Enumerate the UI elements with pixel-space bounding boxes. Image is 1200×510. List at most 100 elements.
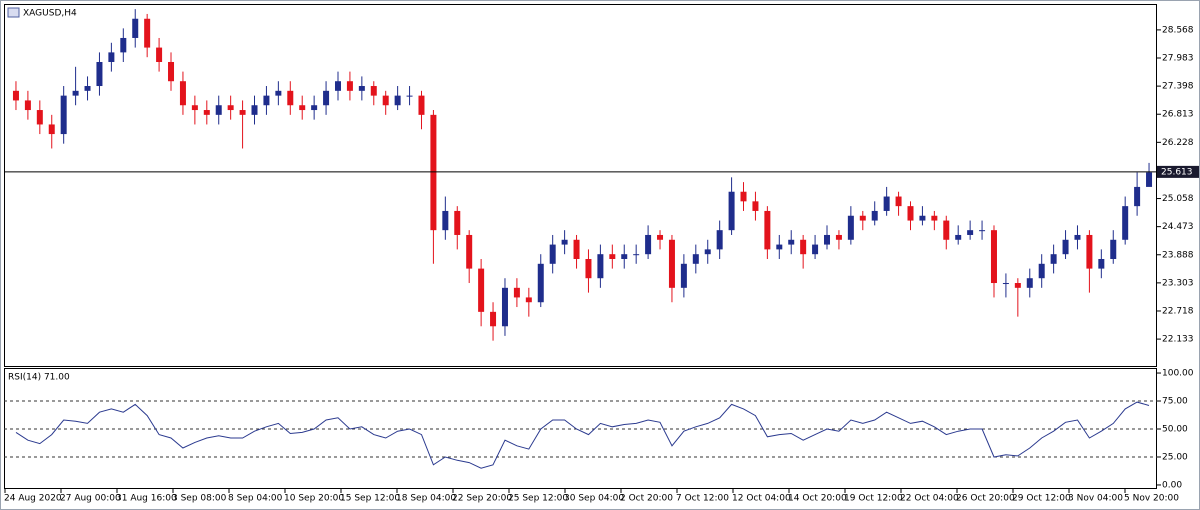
candle-body — [12, 90, 19, 101]
candle-body — [454, 210, 461, 235]
candle-body — [728, 191, 735, 231]
candle-body — [740, 191, 747, 202]
candle-body — [478, 268, 485, 312]
y-tick-label: 22.718 — [1162, 306, 1194, 316]
candle-body — [263, 95, 270, 106]
x-tick-label: 7 Oct 12:00 — [676, 494, 729, 504]
candle-body — [144, 18, 151, 48]
candle-body — [883, 196, 890, 211]
rsi-tick-label: 0.00 — [1162, 480, 1182, 490]
current-price-label: 25.613 — [1161, 167, 1193, 177]
candle-body — [967, 230, 974, 235]
candle-body — [633, 254, 640, 256]
y-tick-label: 26.228 — [1162, 138, 1194, 148]
candle-body — [1086, 234, 1093, 269]
x-tick-label: 22 Oct 04:00 — [900, 494, 959, 504]
x-tick-label: 10 Sep 20:00 — [284, 494, 344, 504]
x-tick-label: 12 Oct 04:00 — [732, 494, 791, 504]
candle-body — [251, 105, 258, 115]
x-tick-label: 18 Sep 04:00 — [396, 494, 456, 504]
candle-body — [657, 234, 664, 240]
candle-body — [334, 81, 341, 91]
candle-body — [36, 110, 43, 125]
rsi-tick-label: 25.00 — [1162, 452, 1188, 462]
x-tick-label: 3 Sep 08:00 — [172, 494, 227, 504]
candle-body — [692, 254, 699, 264]
candle-body — [812, 244, 819, 255]
candle-body — [120, 37, 127, 53]
x-tick-label: 8 Sep 04:00 — [228, 494, 283, 504]
chart-title: XAGUSD,H4 — [23, 9, 77, 19]
candle-body — [1026, 278, 1033, 288]
candle-body — [704, 249, 711, 255]
x-tick-label: 19 Oct 12:00 — [844, 494, 903, 504]
candle-body — [847, 215, 854, 240]
x-tick-label: 24 Aug 2020 — [4, 494, 62, 504]
x-tick-label: 5 Nov 20:00 — [1124, 494, 1179, 504]
candle-body — [132, 18, 139, 38]
candle-body — [203, 110, 210, 115]
candle-body — [919, 215, 926, 221]
candle-body — [525, 297, 532, 303]
y-tick-label: 24.473 — [1162, 222, 1194, 232]
candle-body — [168, 61, 175, 82]
candle-body — [1014, 283, 1021, 288]
candle-body — [1122, 206, 1129, 240]
candle-body — [561, 239, 568, 245]
candle-body — [442, 210, 449, 231]
candle-body — [430, 114, 437, 231]
candle-body — [287, 90, 294, 106]
candle-body — [1050, 254, 1057, 264]
candle-body — [716, 230, 723, 250]
y-tick-label: 22.133 — [1162, 335, 1194, 345]
y-tick-label: 27.983 — [1162, 54, 1194, 64]
candle-body — [406, 95, 413, 97]
candle-body — [311, 105, 318, 111]
candle-body — [955, 234, 962, 240]
candle-body — [597, 254, 604, 279]
candle-body — [979, 230, 986, 232]
candle-body — [943, 220, 950, 240]
rsi-label: RSI(14) 71.00 — [8, 373, 70, 383]
x-tick-label: 15 Sep 12:00 — [340, 494, 400, 504]
candle-body — [382, 95, 389, 106]
x-tick-label: 3 Nov 04:00 — [1068, 494, 1123, 504]
x-tick-label: 22 Sep 20:00 — [452, 494, 512, 504]
candle-body — [1038, 263, 1045, 279]
candle-body — [60, 95, 67, 135]
candle-body — [645, 234, 652, 255]
candle-body — [370, 86, 377, 96]
candle-body — [358, 86, 365, 91]
candle-body — [680, 263, 687, 288]
y-tick-label: 25.058 — [1162, 194, 1194, 204]
candle-body — [859, 215, 866, 221]
candle-body — [275, 90, 282, 96]
candle-body — [394, 95, 401, 106]
candle-body — [895, 196, 902, 207]
candle-body — [84, 86, 91, 91]
current-price-box — [1157, 165, 1199, 178]
y-tick-label: 27.398 — [1162, 82, 1194, 92]
candle-body — [48, 124, 55, 135]
candle-body — [227, 105, 234, 111]
candle-body — [1098, 258, 1105, 269]
rsi-line — [15, 401, 1150, 469]
candle-body — [752, 201, 759, 211]
candle-body — [346, 81, 353, 91]
candle-body — [466, 234, 473, 269]
candle-body — [835, 234, 842, 240]
candle-body — [621, 254, 628, 259]
candle-body — [1002, 283, 1009, 285]
candle-body — [501, 287, 508, 327]
candle-body — [96, 61, 103, 87]
candle-body — [788, 239, 795, 245]
candle-body — [609, 254, 616, 259]
x-tick-label: 14 Oct 20:00 — [788, 494, 847, 504]
y-tick-label: 23.303 — [1162, 278, 1194, 288]
candle-body — [215, 105, 222, 115]
candle-body — [323, 90, 330, 106]
candle-body — [585, 258, 592, 279]
candle-body — [1074, 234, 1081, 240]
candle-body — [1110, 239, 1117, 259]
x-tick-label: 25 Sep 12:00 — [508, 494, 568, 504]
